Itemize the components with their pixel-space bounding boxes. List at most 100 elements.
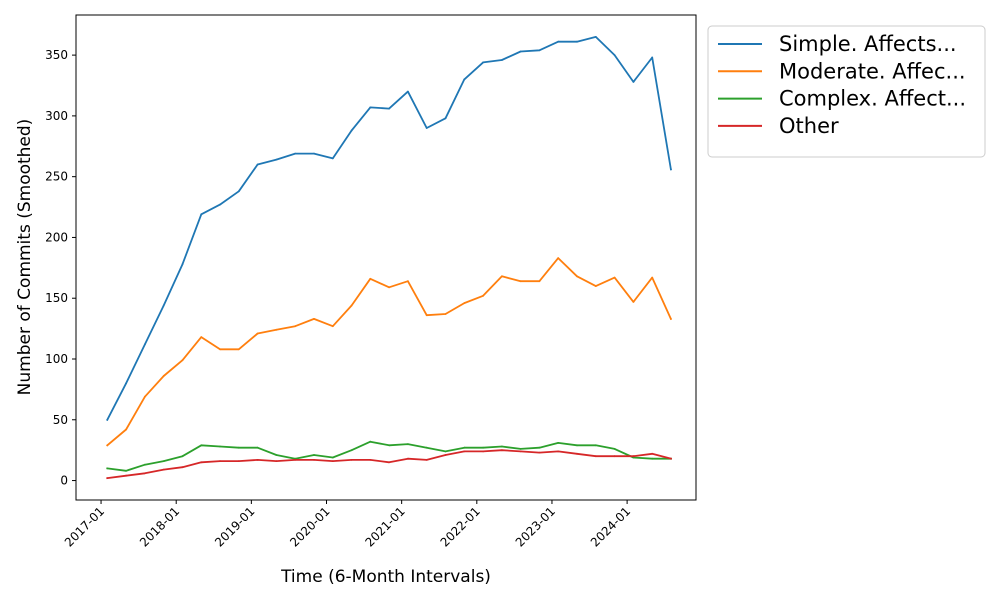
- data-point: [632, 301, 635, 303]
- data-point: [256, 446, 259, 449]
- data-point: [557, 442, 560, 444]
- data-point: [125, 382, 127, 385]
- data-point: [594, 444, 597, 447]
- data-point: [162, 468, 165, 471]
- data-point: [463, 78, 466, 81]
- data-point: [369, 459, 372, 461]
- data-point: [219, 348, 221, 351]
- data-point: [125, 469, 127, 472]
- data-point: [651, 452, 654, 455]
- data-point: [538, 280, 541, 283]
- x-axis-ticks: 2017-01 2018-01 2019-01 2020-01 2021-01 2022-…: [62, 500, 633, 550]
- x-tick-label: 2018-01: [137, 504, 182, 549]
- data-point: [275, 328, 278, 331]
- data-point: [237, 190, 240, 193]
- data-point: [294, 325, 297, 328]
- data-point: [331, 456, 334, 459]
- data-point: [482, 450, 484, 453]
- data-point: [350, 304, 353, 307]
- series-2: [106, 440, 672, 472]
- data-point: [106, 444, 109, 447]
- series-0: [106, 36, 672, 422]
- y-tick-label: 100: [45, 352, 68, 366]
- data-point: [219, 203, 221, 206]
- data-point: [181, 359, 184, 362]
- data-point: [219, 445, 221, 448]
- y-axis-ticks: 0 50 100 150 200 250 300 350: [45, 48, 76, 488]
- data-point: [594, 285, 597, 287]
- data-point: [407, 280, 409, 283]
- data-point: [256, 332, 259, 335]
- data-point: [237, 446, 240, 449]
- data-point: [576, 444, 578, 447]
- series-1: [106, 257, 673, 447]
- data-point: [576, 452, 578, 455]
- data-point: [425, 459, 428, 461]
- data-point: [501, 59, 503, 61]
- data-point: [331, 157, 334, 160]
- data-point: [388, 444, 390, 447]
- y-tick-label: 350: [45, 48, 68, 62]
- data-point: [670, 168, 672, 171]
- data-point: [125, 428, 127, 431]
- data-point: [275, 460, 278, 462]
- data-point: [613, 448, 616, 450]
- data-point: [275, 158, 278, 161]
- data-point: [237, 348, 240, 351]
- data-point: [576, 40, 578, 43]
- data-point: [519, 280, 522, 283]
- data-point: [482, 61, 484, 64]
- data-point: [444, 313, 447, 315]
- data-point: [613, 276, 616, 279]
- data-point: [463, 446, 466, 449]
- data-point: [501, 275, 503, 278]
- data-point: [407, 90, 409, 93]
- data-point: [519, 50, 522, 53]
- data-point: [538, 446, 541, 449]
- data-point: [388, 286, 390, 289]
- data-point: [557, 450, 560, 453]
- data-point: [144, 343, 146, 346]
- data-point: [407, 457, 409, 460]
- data-point: [557, 40, 560, 43]
- data-point: [369, 106, 372, 109]
- data-point: [275, 454, 278, 456]
- y-tick-label: 0: [60, 474, 68, 488]
- y-axis-title: Number of Commits (Smoothed): [15, 119, 35, 396]
- data-point: [407, 443, 409, 445]
- data-point: [444, 450, 447, 453]
- x-tick-label: 2017-01: [62, 504, 107, 549]
- data-point: [519, 448, 522, 450]
- data-point: [557, 257, 560, 259]
- y-tick-label: 150: [45, 291, 68, 305]
- data-point: [425, 127, 428, 129]
- x-tick-label: 2021-01: [362, 504, 407, 549]
- y-tick-label: 200: [45, 230, 68, 244]
- data-point: [444, 454, 447, 456]
- data-point: [594, 455, 597, 458]
- data-point: [313, 459, 315, 461]
- data-point: [501, 449, 503, 452]
- data-point: [632, 81, 635, 83]
- data-point: [501, 445, 503, 448]
- y-tick-label: 50: [53, 413, 68, 427]
- data-point: [350, 449, 353, 452]
- data-point: [237, 460, 240, 462]
- data-point: [313, 152, 315, 155]
- data-point: [613, 54, 616, 56]
- x-tick-label: 2022-01: [438, 504, 483, 549]
- data-point: [162, 304, 165, 307]
- data-point: [632, 455, 635, 458]
- data-point: [331, 325, 334, 328]
- legend-label: Other: [779, 114, 839, 138]
- data-point: [613, 455, 616, 458]
- data-point: [162, 375, 165, 377]
- data-point: [181, 455, 184, 458]
- data-point: [369, 440, 372, 443]
- data-point: [313, 318, 315, 320]
- legend-label: Moderate. Affec...: [779, 59, 966, 83]
- data-point: [444, 117, 447, 120]
- data-point: [463, 450, 466, 453]
- data-point: [651, 56, 654, 59]
- data-point: [388, 461, 390, 464]
